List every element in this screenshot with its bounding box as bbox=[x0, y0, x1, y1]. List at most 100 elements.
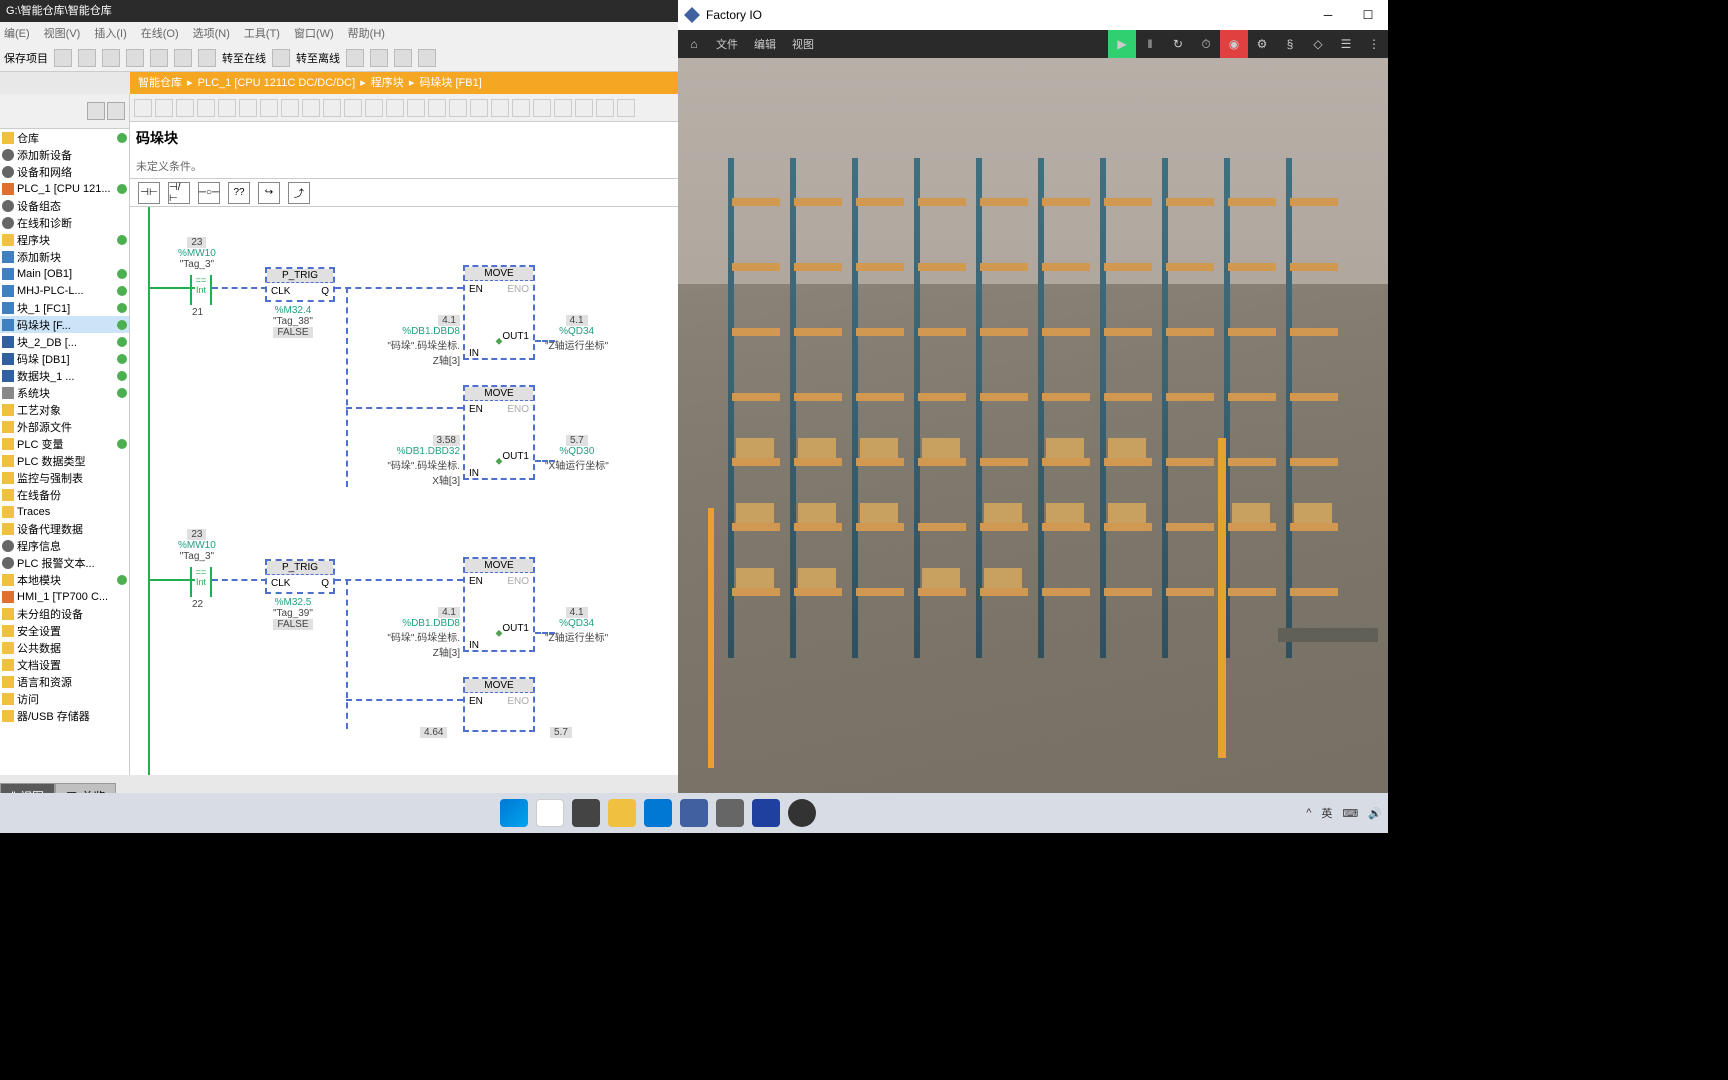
minimize-button[interactable]: ─ bbox=[1308, 0, 1348, 30]
tree-item[interactable]: PLC 数据类型 bbox=[0, 452, 129, 469]
tree-item[interactable]: 系统块 bbox=[0, 384, 129, 401]
ed-btn[interactable] bbox=[449, 99, 467, 117]
tree-btn[interactable] bbox=[107, 102, 125, 120]
menu-window[interactable]: 窗口(W) bbox=[294, 25, 334, 41]
tree-item[interactable]: 程序信息 bbox=[0, 537, 129, 554]
tree-item[interactable]: 在线和诊断 bbox=[0, 214, 129, 231]
move-block-4[interactable]: MOVE ENENO bbox=[463, 677, 535, 732]
crumb[interactable]: 程序块 bbox=[371, 77, 404, 89]
tia-menu-bar[interactable]: 编(E) 视图(V) 插入(I) 在线(O) 选项(N) 工具(T) 窗口(W)… bbox=[0, 22, 678, 44]
ed-btn[interactable] bbox=[260, 99, 278, 117]
ladder-canvas[interactable]: 23 %MW10 "Tag_3" ==Int 21 P_TRIG CLKQ bbox=[130, 207, 678, 833]
tree-item[interactable]: 码垛块 [F... bbox=[0, 316, 129, 333]
ed-btn[interactable] bbox=[197, 99, 215, 117]
home-icon[interactable]: ⌂ bbox=[682, 32, 706, 56]
tree-item[interactable]: 设备代理数据 bbox=[0, 520, 129, 537]
stopwatch-button[interactable]: ⏱ bbox=[1192, 30, 1220, 58]
tree-item[interactable]: 添加新块 bbox=[0, 248, 129, 265]
menu-insert[interactable]: 插入(I) bbox=[94, 25, 126, 41]
tree-item[interactable]: 数据块_1 ... bbox=[0, 367, 129, 384]
ed-btn[interactable] bbox=[575, 99, 593, 117]
windows-taskbar[interactable]: ^ 英 ⌨ 🔊 bbox=[0, 793, 1388, 833]
toolbar-btn[interactable] bbox=[126, 49, 144, 67]
tray-expand[interactable]: ^ bbox=[1306, 807, 1311, 819]
tree-item[interactable]: 公共数据 bbox=[0, 639, 129, 656]
ed-btn[interactable] bbox=[281, 99, 299, 117]
compare-block[interactable]: ==Int bbox=[190, 275, 212, 305]
search-icon[interactable] bbox=[536, 799, 564, 827]
ed-btn[interactable] bbox=[344, 99, 362, 117]
tree-item[interactable]: 码垛 [DB1] bbox=[0, 350, 129, 367]
menu-help[interactable]: 帮助(H) bbox=[348, 25, 385, 41]
lad-btn[interactable]: ⊣/⊢ bbox=[168, 182, 190, 204]
fio-menu-view[interactable]: 视图 bbox=[792, 36, 814, 52]
camera-button[interactable]: ◉ bbox=[1220, 30, 1248, 58]
toolbar-btn[interactable] bbox=[370, 49, 388, 67]
tree-item[interactable]: MHJ-PLC-L... bbox=[0, 282, 129, 299]
system-tray[interactable]: ^ 英 ⌨ 🔊 bbox=[1306, 805, 1382, 821]
lad-btn[interactable]: ⊣⊢ bbox=[138, 182, 160, 204]
obs-icon[interactable] bbox=[788, 799, 816, 827]
ed-btn[interactable] bbox=[407, 99, 425, 117]
tree-item[interactable]: 仓库 bbox=[0, 129, 129, 146]
ptrig-block2[interactable]: P_TRIG CLKQ bbox=[265, 559, 335, 594]
ed-btn[interactable] bbox=[470, 99, 488, 117]
toolbar-btn[interactable] bbox=[54, 49, 72, 67]
keyboard-icon[interactable]: ⌨ bbox=[1342, 807, 1358, 820]
go-online-label[interactable]: 转至在线 bbox=[222, 50, 266, 66]
tree-item[interactable]: 本地模块 bbox=[0, 571, 129, 588]
ed-btn[interactable] bbox=[302, 99, 320, 117]
toolbar-btn[interactable] bbox=[346, 49, 364, 67]
tree-item[interactable]: 未分组的设备 bbox=[0, 605, 129, 622]
toolbar-btn[interactable] bbox=[174, 49, 192, 67]
go-offline-label[interactable]: 转至离线 bbox=[296, 50, 340, 66]
tree-item[interactable]: 块_2_DB [... bbox=[0, 333, 129, 350]
start-button[interactable] bbox=[500, 799, 528, 827]
tree-item[interactable]: 块_1 [FC1] bbox=[0, 299, 129, 316]
tree-btn[interactable] bbox=[87, 102, 105, 120]
fio-3d-viewport[interactable] bbox=[678, 58, 1388, 811]
ed-btn[interactable] bbox=[218, 99, 236, 117]
tree-item[interactable]: 工艺对象 bbox=[0, 401, 129, 418]
tree-item[interactable]: Main [OB1] bbox=[0, 265, 129, 282]
ed-btn[interactable] bbox=[134, 99, 152, 117]
tree-item[interactable]: PLC 报警文本... bbox=[0, 554, 129, 571]
fio-menu-file[interactable]: 文件 bbox=[716, 36, 738, 52]
ed-btn[interactable] bbox=[533, 99, 551, 117]
tree-item[interactable]: 设备和网络 bbox=[0, 163, 129, 180]
tree-item[interactable]: 外部源文件 bbox=[0, 418, 129, 435]
tree-item[interactable]: 程序块 bbox=[0, 231, 129, 248]
tree-item[interactable]: 设备组态 bbox=[0, 197, 129, 214]
ed-btn[interactable] bbox=[617, 99, 635, 117]
tool-button[interactable]: ◇ bbox=[1304, 30, 1332, 58]
ed-btn[interactable] bbox=[155, 99, 173, 117]
play-button[interactable]: ▶ bbox=[1108, 30, 1136, 58]
menu-view[interactable]: 视图(V) bbox=[44, 25, 81, 41]
lad-btn[interactable]: ─○─ bbox=[198, 182, 220, 204]
tool-button[interactable]: ⋮ bbox=[1360, 30, 1388, 58]
fio-menu-edit[interactable]: 编辑 bbox=[754, 36, 776, 52]
tree-item[interactable]: Traces bbox=[0, 503, 129, 520]
menu-edit[interactable]: 编(E) bbox=[4, 25, 30, 41]
ed-btn[interactable] bbox=[386, 99, 404, 117]
tool-button[interactable]: § bbox=[1276, 30, 1304, 58]
tree-item[interactable]: 访问 bbox=[0, 690, 129, 707]
tree-item[interactable]: 添加新设备 bbox=[0, 146, 129, 163]
ed-btn[interactable] bbox=[365, 99, 383, 117]
factory-io-icon[interactable] bbox=[680, 799, 708, 827]
tree-item[interactable]: 文档设置 bbox=[0, 656, 129, 673]
settings-button[interactable]: ⚙ bbox=[1248, 30, 1276, 58]
explorer-icon[interactable] bbox=[608, 799, 636, 827]
ed-btn[interactable] bbox=[491, 99, 509, 117]
task-view-icon[interactable] bbox=[572, 799, 600, 827]
menu-tools[interactable]: 工具(T) bbox=[244, 25, 280, 41]
crumb[interactable]: 码垛块 [FB1] bbox=[419, 77, 481, 89]
ime-icon[interactable]: 英 bbox=[1321, 805, 1332, 821]
toolbar-btn[interactable] bbox=[394, 49, 412, 67]
compare-block[interactable]: ==Int bbox=[190, 567, 212, 597]
tree-item[interactable]: PLC_1 [CPU 121... bbox=[0, 180, 129, 197]
volume-icon[interactable]: 🔊 bbox=[1368, 807, 1382, 820]
crumb[interactable]: 智能仓库 bbox=[138, 77, 182, 89]
ptrig-block[interactable]: P_TRIG CLKQ bbox=[265, 267, 335, 302]
tree-item[interactable]: 监控与强制表 bbox=[0, 469, 129, 486]
